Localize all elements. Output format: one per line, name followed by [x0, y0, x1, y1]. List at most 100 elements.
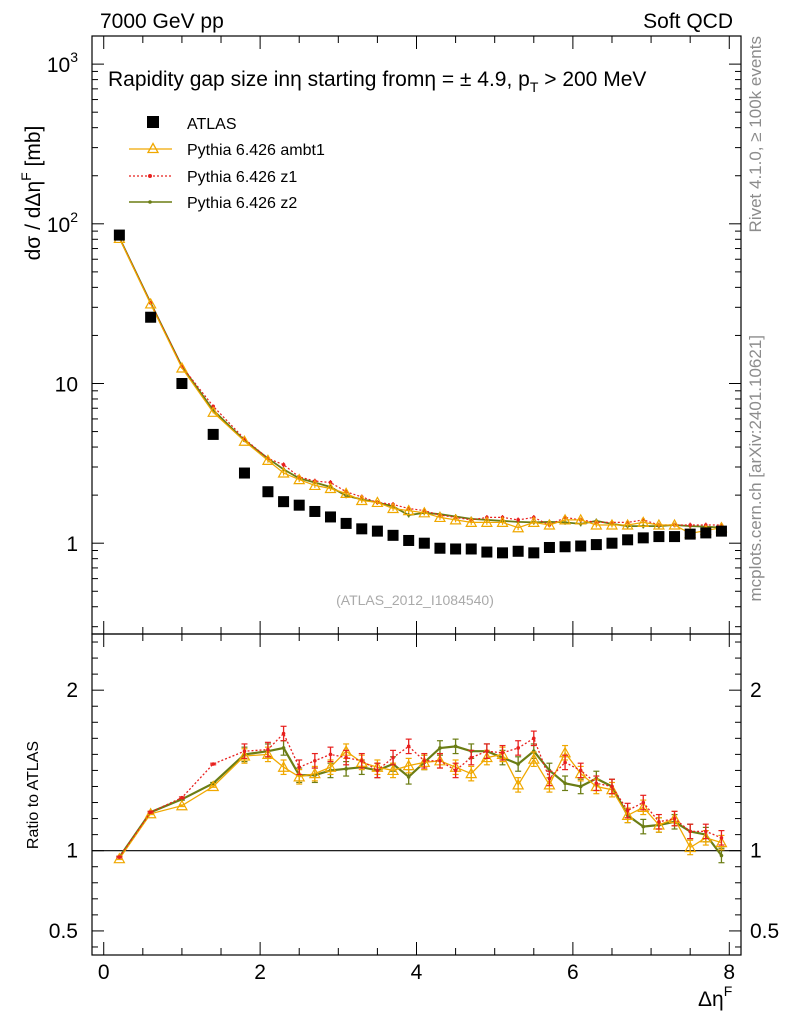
analysis-watermark: (ATLAS_2012_I1084540) — [336, 592, 494, 608]
ratio-point — [719, 853, 724, 858]
series-point — [496, 516, 509, 527]
ratio-point — [453, 768, 458, 773]
ratio-point — [516, 762, 520, 766]
series-point — [621, 518, 634, 530]
series-point — [355, 494, 368, 506]
ratio-point — [238, 749, 251, 761]
ratio-point — [621, 809, 634, 820]
atlas-point — [512, 545, 524, 557]
atlas-point — [356, 523, 368, 535]
atlas-point — [387, 529, 399, 541]
ratio-y-tick-label-left: 2 — [66, 679, 78, 702]
atlas-point — [481, 546, 493, 558]
y-tick-label: 1 — [66, 533, 78, 556]
ratio-point — [387, 764, 400, 776]
x-axis-label: ΔηF — [698, 983, 732, 1011]
ratio-y-tick-label-left: 0.5 — [49, 920, 78, 943]
atlas-point — [637, 532, 649, 544]
atlas-point — [700, 527, 712, 539]
ratio-point — [402, 759, 415, 771]
ratio-point — [266, 747, 270, 752]
ratio-point — [328, 752, 333, 757]
series-point — [668, 518, 681, 530]
ratio-point — [547, 776, 552, 781]
atlas-point — [543, 541, 555, 553]
ratio-point — [277, 760, 290, 772]
plot-title: Rapidity gap size inη starting fromη = ±… — [108, 68, 646, 95]
ratio-point — [438, 758, 442, 763]
series-point — [637, 516, 650, 527]
ratio-point — [281, 746, 286, 750]
ratio-point — [699, 831, 712, 843]
series-point — [175, 361, 188, 373]
atlas-point — [418, 537, 430, 549]
atlas-point — [575, 540, 587, 552]
series-point — [281, 462, 286, 467]
atlas-point — [293, 499, 305, 511]
ratio-point — [531, 736, 536, 741]
legend-z2-label: Pythia 6.426 z2 — [187, 195, 297, 212]
legend-ambt1-label: Pythia 6.426 ambt1 — [187, 142, 325, 159]
legend-atlas-label: ATLAS — [187, 116, 237, 133]
ratio-point — [610, 784, 614, 789]
ratio-point — [406, 744, 411, 749]
y-tick-label-base: 10 — [47, 54, 70, 77]
atlas-point — [324, 511, 336, 523]
series-point — [371, 496, 384, 508]
series-3 — [117, 235, 724, 531]
series-line — [118, 237, 722, 526]
ratio-point — [207, 780, 220, 792]
main-panel: Rapidity gap size inη starting fromη = ±… — [18, 35, 742, 635]
ratio-point — [261, 748, 274, 759]
ratio-point — [308, 767, 321, 779]
ratio-point — [465, 767, 478, 779]
x-tick-label: 8 — [723, 961, 735, 984]
series-atlas — [113, 229, 727, 559]
ratio-point — [422, 758, 427, 763]
ratio-y-tick-label-left: 1 — [66, 840, 78, 863]
ratio-point — [148, 810, 153, 814]
x-tick-label: 2 — [254, 961, 266, 984]
atlas-point — [653, 531, 665, 543]
legend-ambt1-marker — [129, 142, 172, 154]
ratio-point — [180, 795, 184, 800]
y-tick-label-base: 10 — [55, 374, 78, 397]
ratio-point — [391, 755, 395, 760]
ratio-point — [485, 749, 489, 753]
series-point — [418, 506, 431, 518]
atlas-point — [278, 496, 290, 508]
ratio-data-layer — [113, 725, 728, 864]
ratio-point — [281, 731, 286, 736]
series-point — [293, 473, 306, 485]
atlas-point — [207, 428, 219, 440]
ratio-point — [469, 755, 474, 760]
ratio-point — [313, 758, 317, 763]
atlas-point — [434, 542, 446, 554]
ratio-point — [641, 800, 646, 805]
legend-z1-marker — [129, 174, 172, 178]
atlas-point — [262, 486, 274, 498]
ratio-point — [512, 778, 525, 790]
ratio-point — [641, 824, 646, 829]
series-1 — [113, 232, 728, 539]
series-point — [308, 479, 321, 491]
series-point — [207, 406, 220, 417]
ratio-point — [344, 767, 348, 771]
ratio-point — [324, 760, 337, 772]
legend-z2-marker — [129, 200, 172, 204]
ratio-point — [563, 760, 567, 765]
ratio-point — [719, 836, 724, 840]
series-point — [449, 513, 462, 525]
ratio-y-tick-label-right: 1 — [750, 840, 762, 863]
ratio-point — [344, 755, 348, 760]
ratio-point — [375, 768, 380, 773]
atlas-point — [559, 541, 571, 553]
series-point — [324, 482, 337, 494]
atlas-point — [715, 525, 727, 537]
ratio-y-axis-label: Ratio to ATLAS — [25, 741, 42, 849]
series-point — [563, 520, 567, 524]
rivet-version-label: Rivet 4.1.0, ≥ 100k events — [746, 36, 765, 232]
series-point — [574, 513, 587, 525]
x-tick-label: 4 — [411, 961, 423, 984]
